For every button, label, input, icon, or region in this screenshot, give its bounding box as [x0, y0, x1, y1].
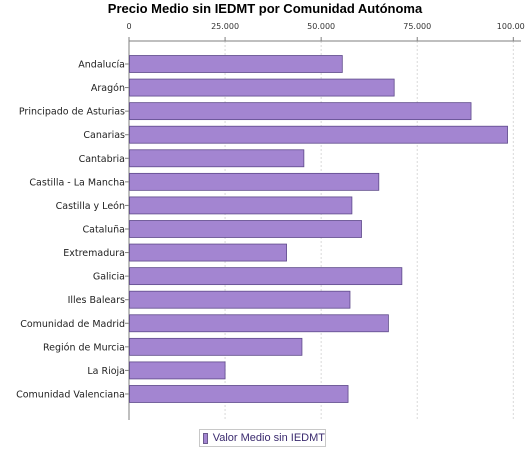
- bar: [129, 361, 226, 380]
- category-label: Cantabria: [79, 154, 125, 165]
- category-label: Aragón: [91, 83, 125, 94]
- category-label: La Rioja: [87, 366, 125, 377]
- category-label: Extremadura: [63, 248, 125, 259]
- legend: Valor Medio sin IEDMT: [199, 429, 326, 447]
- bar: [129, 55, 343, 73]
- legend-swatch: [203, 432, 208, 444]
- x-tick-label: 50.000: [307, 22, 335, 31]
- x-tick-label: 0: [126, 22, 131, 31]
- bar: [129, 337, 303, 356]
- legend-label: Valor Medio sin IEDMT: [212, 432, 325, 444]
- category-label: Comunidad Valenciana: [16, 389, 125, 400]
- category-label: Andalucía: [78, 60, 125, 71]
- bar: [129, 149, 305, 168]
- category-label: Comunidad de Madrid: [20, 319, 125, 330]
- category-label: Illes Balears: [68, 295, 125, 306]
- category-label: Galicia: [93, 272, 125, 283]
- x-tick-label: 100.000: [497, 22, 525, 31]
- bar: [129, 220, 362, 238]
- category-label: Principado de Asturias: [19, 107, 125, 118]
- bar: [129, 267, 403, 286]
- bar: [129, 125, 508, 144]
- category-label: Región de Murcia: [43, 342, 125, 353]
- x-tick-label: 25.000: [211, 22, 239, 31]
- chart-title: Precio Medio sin IEDMT por Comunidad Aut…: [107, 1, 423, 16]
- bar: [129, 78, 395, 97]
- bar: [129, 314, 389, 333]
- bar: [129, 196, 353, 215]
- category-label: Cataluña: [82, 224, 125, 235]
- bar: [129, 172, 380, 191]
- category-label: Castilla y León: [56, 201, 125, 212]
- category-label: Canarias: [83, 130, 125, 141]
- bar: [129, 243, 287, 262]
- bar: [129, 290, 351, 309]
- bar: [129, 102, 472, 121]
- x-tick-label: 75.000: [403, 22, 431, 31]
- bar: [129, 385, 349, 403]
- category-label: Castilla - La Mancha: [29, 177, 125, 188]
